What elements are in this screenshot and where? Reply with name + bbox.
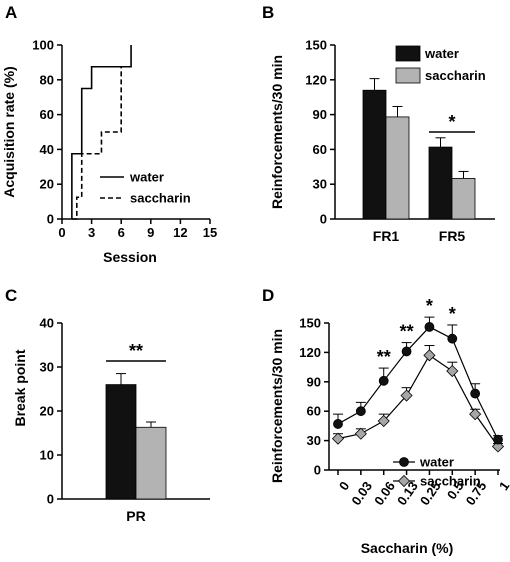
panel-letter-d: D: [262, 286, 274, 305]
panel-d-significance-stars: **: [400, 322, 414, 342]
panel-d-y-tick-label: 60: [307, 404, 321, 419]
panel-d-point-water: [378, 375, 389, 386]
panel-d-point-water: [401, 346, 412, 357]
panel-d-legend-label-water: water: [419, 455, 454, 470]
panel-a-y-tick-label: 40: [40, 142, 54, 157]
panel-d-point-water: [470, 388, 481, 399]
panel-d-significance-stars: *: [449, 304, 456, 324]
panel-d-y-tick-label: 120: [299, 345, 321, 360]
panel-b-y-tick-label: 90: [313, 107, 327, 122]
panel-a-x-tick-label: 9: [147, 225, 154, 240]
panel-c-break-point-bar-chart: 0 10 20 30 40 PR **: [40, 316, 210, 524]
panel-letter-a: A: [5, 3, 17, 22]
panel-a-x-tick-label: 3: [88, 225, 95, 240]
panel-d-x-axis-title: Saccharin (%): [361, 540, 454, 556]
panel-a-y-tick-label: 80: [40, 72, 54, 87]
panel-d-point-water: [355, 406, 366, 417]
panel-b-bar-fr5-water: [428, 146, 453, 220]
panel-b-y-tick-label: 60: [313, 142, 327, 157]
panel-d-point-saccharin: [377, 414, 390, 428]
panel-a-y-axis-title: Acquisition rate (%): [1, 66, 17, 197]
panel-c-x-tick-label: PR: [126, 508, 145, 524]
panel-c-bar-saccharin: [135, 426, 167, 500]
panel-b-x-tick-label: FR1: [373, 228, 400, 244]
panel-d-y-tick-label: 0: [314, 463, 321, 478]
panel-d-y-tick-label: 30: [307, 433, 321, 448]
panel-a-y-tick-label: 20: [40, 177, 54, 192]
panel-d-significance-stars: *: [426, 296, 433, 316]
panel-b-bar-fr5-saccharin: [451, 177, 476, 220]
panel-c-significance-stars: **: [129, 341, 143, 361]
panel-b-bar-fr1-water: [362, 89, 387, 220]
panel-b-legend-label-water: water: [424, 46, 459, 61]
panel-b-y-tick-label: 0: [320, 212, 327, 227]
panel-b-y-tick-label: 30: [313, 177, 327, 192]
panel-a-y-tick-label: 60: [40, 107, 54, 122]
panel-a-legend-label-saccharin: saccharin: [130, 191, 191, 206]
panel-d-legend-label-saccharin: saccharin: [420, 474, 481, 489]
panel-d-point-water: [447, 333, 458, 344]
panel-d-point-water: [424, 322, 435, 332]
panel-d-x-tick-label: 0: [336, 479, 352, 494]
panel-a-x-tick-label: 6: [118, 225, 125, 240]
panel-d-point-saccharin: [446, 364, 459, 378]
panel-d-line-water: [337, 326, 499, 440]
panel-a-x-tick-label: 0: [58, 225, 65, 240]
panel-b-fixed-ratio-bar-chart: 0 30 60 90 120 150 FR1 FR5 * water saccharin: [305, 38, 495, 244]
panel-b-legend-swatch-saccharin: [395, 67, 421, 84]
panel-c-bar-water: [105, 384, 137, 500]
panel-d-point-saccharin: [491, 440, 505, 453]
panel-d-point-saccharin: [354, 427, 367, 440]
panel-a-x-tick-label: 12: [173, 225, 187, 240]
panel-d-x-tick-label: 1: [496, 479, 510, 494]
panel-d-legend-marker-water: [399, 457, 409, 467]
panel-a-x-axis-title: Session: [103, 249, 157, 265]
panel-d-point-saccharin: [423, 349, 436, 362]
panel-d-point-saccharin: [469, 408, 482, 421]
panel-c-y-tick-label: 30: [40, 360, 54, 375]
panel-d-significance-stars: **: [377, 347, 391, 367]
panel-c-y-tick-label: 20: [40, 404, 54, 419]
panel-c-y-axis-title: Break point: [12, 349, 28, 426]
panel-b-significance-stars: *: [448, 112, 455, 132]
panel-d-legend-marker-saccharin: [397, 474, 411, 488]
panel-d-x-tick-label: 0.06: [371, 479, 398, 508]
panel-a-x-tick-label: 15: [203, 225, 217, 240]
panel-a-y-tick-label: 100: [32, 38, 54, 53]
panel-c-y-tick-label: 10: [40, 448, 54, 463]
panel-d-point-water: [333, 419, 343, 429]
panel-b-bar-fr1-saccharin: [385, 116, 410, 220]
panel-b-y-axis-title: Reinforcements/30 min: [269, 55, 285, 209]
panel-b-y-tick-label: 150: [305, 38, 327, 53]
panel-d-y-tick-label: 150: [299, 316, 321, 331]
panel-a-legend-label-water: water: [129, 170, 164, 185]
panel-d-point-water: [493, 434, 503, 445]
panel-letter-b: B: [262, 3, 274, 22]
panel-b-legend-swatch-water: [395, 45, 421, 62]
panel-b-y-tick-label: 120: [305, 72, 327, 87]
panel-c-y-tick-label: 0: [47, 492, 54, 507]
panel-d-y-tick-label: 90: [307, 374, 321, 389]
panel-a-line-water: [71, 45, 132, 219]
panel-c-y-tick-label: 40: [40, 316, 54, 331]
panel-b-x-tick-label: FR5: [439, 228, 466, 244]
panel-a-line-saccharin: [71, 65, 127, 220]
panel-d-point-saccharin: [400, 389, 413, 402]
panel-d-x-tick-label: 0.03: [348, 479, 375, 508]
panel-a-y-tick-label: 0: [47, 212, 54, 227]
panel-a-acquisition-plot: 0 20 40 60 80 100 0 3 6 9 12 15 water saccharin: [32, 38, 217, 241]
panel-letter-c: C: [5, 286, 17, 305]
panel-b-legend-label-saccharin: saccharin: [425, 68, 486, 83]
panel-d-y-axis-title: Reinforcements/30 min: [269, 329, 285, 483]
panel-d-point-saccharin: [331, 432, 345, 445]
